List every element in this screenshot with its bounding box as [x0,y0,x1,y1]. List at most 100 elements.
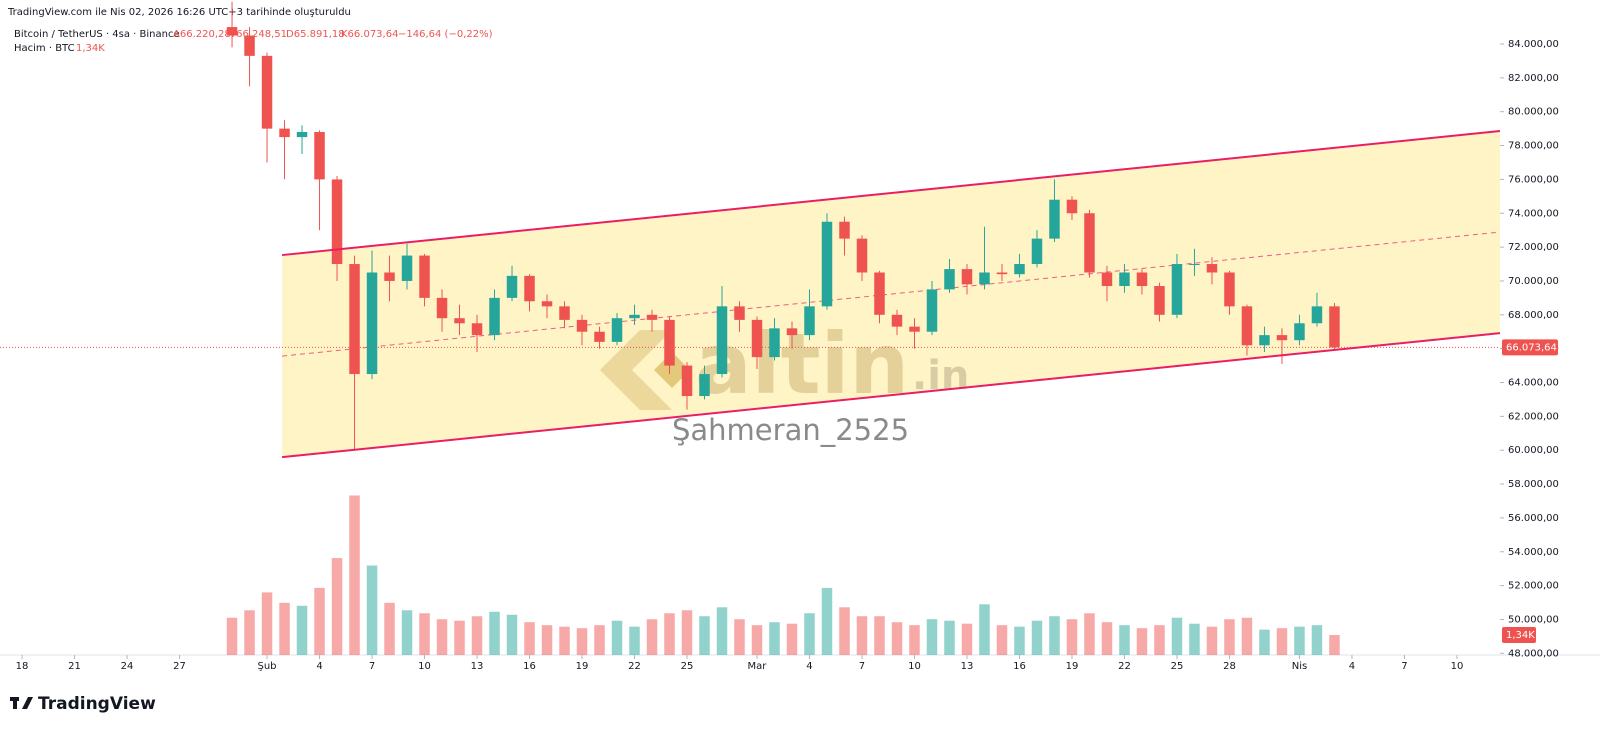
candle-body [296,132,308,138]
candle-body [786,328,798,336]
volume-bar [629,626,640,655]
candle-body [996,272,1008,275]
y-tick-label: 50.000,00 [1508,614,1559,625]
volume-bar [244,610,255,655]
watermark-icon [654,352,690,388]
channel-midline [282,231,1501,357]
last-price-badge [1502,339,1558,356]
volume-bar [384,602,395,655]
y-tick-label: 48.000,00 [1508,648,1559,659]
volume-bar [1066,619,1078,655]
volume-bar [734,619,745,655]
y-tick-label: 64.000,00 [1508,378,1559,389]
candle-body [576,319,588,332]
candle-body [489,297,500,336]
candle-body [944,269,955,290]
candle-body [419,255,430,298]
volume-bar [909,625,920,655]
candle-body [856,238,868,273]
candle-body [1294,323,1305,341]
volume-bar [1294,626,1305,655]
x-tick-label: 28 [1223,661,1236,672]
candle-body [961,269,973,285]
y-tick-label: 68.000,00 [1508,310,1559,321]
y-tick-label: 56.000,00 [1508,513,1559,524]
last-price-label: 66.073,64 [1506,342,1557,353]
x-tick-label: 4 [316,661,322,672]
x-tick-label: 25 [1171,661,1184,672]
volume-bar [1031,620,1043,655]
candle-body [279,128,290,138]
volume-bar [576,628,588,655]
candle-body [1049,199,1060,239]
candle-body [1224,272,1235,307]
x-tick-label: 7 [859,661,865,672]
volume-bar [786,623,798,655]
x-tick-label: 4 [806,661,812,672]
volume-bar [1084,613,1095,655]
candle-body [261,55,273,129]
y-tick-label: 76.000,00 [1508,174,1559,185]
volume-bar [1154,625,1165,655]
brand-name: TradingView [38,694,156,714]
volume-bar [1259,629,1270,655]
candle-body [559,306,570,320]
candle-body [541,301,553,307]
volume-badge-label: 1,34K [1506,630,1535,641]
x-tick-label: 10 [1451,661,1464,672]
x-tick-label: 7 [1401,661,1407,672]
volume-bar [506,614,518,655]
candle-body [331,179,343,265]
candle-body [226,27,238,36]
volume-bar [524,622,535,655]
legend-open: A66.220,28 [173,29,231,40]
channel-upper [281,130,1501,257]
candle-body [471,323,483,336]
volume-bar [1119,625,1130,655]
candle-body [611,318,623,342]
volume-bar [226,617,238,655]
candle-body [1031,238,1043,265]
volume-bar [261,592,273,655]
y-tick-label: 80.000,00 [1508,107,1559,118]
candle-body [804,306,815,336]
watermark-author: Şahmeran_2525 [672,413,909,447]
volume-bar [839,607,850,655]
candle-body [349,264,360,375]
candle-body [1206,264,1218,273]
candle-body [909,326,920,332]
legend-close: K66.073,64 [341,29,398,40]
candle-body [1189,264,1200,266]
volume-bar [646,619,658,655]
candle-body [401,255,413,281]
x-tick-label: 18 [16,661,29,672]
volume-bar [594,625,605,655]
legend-symbol: Bitcoin / TetherUS · 4sa · Binance [14,29,180,40]
candle-body [1329,306,1340,348]
x-tick-label: 22 [1118,661,1131,672]
y-tick-label: 62.000,00 [1508,411,1559,422]
candle-body [629,314,640,319]
volume-bar [454,620,465,655]
candle-body [926,289,938,332]
volume-bar [349,495,360,655]
x-tick-label: Nis [1292,661,1307,672]
candle-body [454,318,465,324]
candle-body [366,272,378,375]
candle-body [1259,335,1270,346]
volume-bar [856,616,868,655]
volume-bar [1049,616,1060,655]
candle-body [1171,264,1183,315]
x-tick-label: 22 [628,661,641,672]
volume-bar [1101,622,1113,655]
volume-bar [611,620,623,655]
volume-bar [996,625,1008,655]
y-tick-label: 58.000,00 [1508,479,1559,490]
volume-bar [314,587,325,655]
y-tick-label: 60.000,00 [1508,445,1559,456]
volume-bar [1311,625,1323,655]
candle-body [314,132,325,180]
x-tick-label: 16 [523,661,536,672]
candle-body [646,314,658,320]
